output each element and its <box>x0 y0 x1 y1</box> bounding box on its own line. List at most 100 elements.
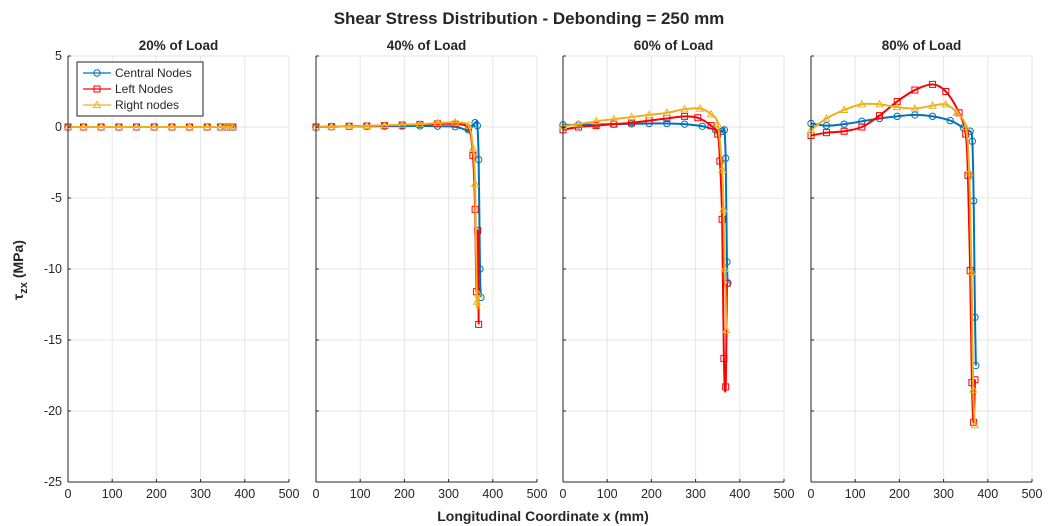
panels: 0 100 200 300 400 500 -25 -20 -15 -10 -5 0 5 20% of L… <box>44 38 1043 501</box>
data-point-right-nodes <box>591 116 601 125</box>
y-tick-label: 0 <box>55 120 62 134</box>
data-point-right-nodes <box>970 420 980 429</box>
x-axis-label: Longitudinal Coordinate x (mm) <box>437 508 649 524</box>
x-tick-label: 200 <box>641 487 662 501</box>
panel-3: 0 100 200 300 400 500 60% of Load <box>558 38 795 501</box>
data-point-right-nodes <box>644 110 654 119</box>
data-point-left-nodes <box>929 80 937 88</box>
x-tick-label: 0 <box>808 487 815 501</box>
data-point-right-nodes <box>695 103 705 112</box>
y-axis-label: τzx (MPa) <box>10 240 30 300</box>
data-point-right-nodes <box>928 101 937 109</box>
data-point-left-nodes <box>876 112 884 120</box>
data-point-right-nodes <box>397 120 407 128</box>
data-point-right-nodes <box>839 105 849 114</box>
figure-title: Shear Stress Distribution - Debonding = … <box>334 9 725 28</box>
data-point-left-nodes <box>718 215 726 223</box>
panel-title: 20% of Load <box>139 38 219 53</box>
y-axis-label-unit: (MPa) <box>10 240 26 282</box>
data-point-left-nodes <box>714 130 722 138</box>
data-point-right-nodes <box>910 103 920 112</box>
data-point-right-nodes <box>132 122 141 131</box>
data-point-right-nodes <box>450 117 460 126</box>
x-tick-label: 400 <box>482 487 503 501</box>
x-tick-label: 100 <box>350 487 371 501</box>
x-tick-label: 200 <box>889 487 910 501</box>
data-point-left-nodes <box>822 129 830 137</box>
data-point-right-nodes <box>822 113 831 122</box>
data-point-right-nodes <box>961 122 970 131</box>
y-axis-label-subscript: zx <box>18 281 30 294</box>
y-tick-label: -10 <box>44 262 62 276</box>
x-tick-label: 0 <box>65 487 72 501</box>
legend-marker <box>92 100 102 109</box>
data-point-left-nodes <box>592 122 600 130</box>
data-point-right-nodes <box>114 122 124 131</box>
x-tick-label: 500 <box>1022 487 1043 501</box>
data-point-right-nodes <box>720 264 730 273</box>
y-tick-label: -20 <box>44 404 62 418</box>
y-axis-label-symbol: τ <box>10 293 26 300</box>
data-point-right-nodes <box>892 102 902 111</box>
x-tick-label: 300 <box>438 487 459 501</box>
data-point-left-nodes <box>971 376 979 384</box>
data-point-left-nodes <box>722 383 730 391</box>
data-point-left-nodes <box>475 320 483 328</box>
data-point-central-nodes <box>893 112 901 121</box>
data-point-left-nodes <box>720 354 728 362</box>
legend-label: Left Nodes <box>115 82 173 96</box>
series-line-right-nodes <box>810 102 976 426</box>
y-tick-label: -5 <box>51 191 62 205</box>
data-point-right-nodes <box>717 164 727 173</box>
x-tick-label: 300 <box>190 487 211 501</box>
data-point-left-nodes <box>716 157 724 165</box>
panel-1: 0 100 200 300 400 500 -25 -20 -15 -10 -5 0 5 20% of L… <box>44 38 300 501</box>
series-line-left-nodes <box>810 83 976 424</box>
data-point-central-nodes <box>968 137 977 145</box>
data-point-central-nodes <box>474 155 483 164</box>
data-point-right-nodes <box>662 108 672 116</box>
x-tick-label: 400 <box>729 487 750 501</box>
x-tick-label: 500 <box>774 487 795 501</box>
data-point-right-nodes <box>327 122 336 130</box>
data-point-right-nodes <box>857 99 867 108</box>
data-point-left-nodes <box>942 88 950 95</box>
x-tick-label: 400 <box>977 487 998 501</box>
x-tick-label: 0 <box>313 487 320 501</box>
data-point-right-nodes <box>149 122 159 131</box>
data-point-right-nodes <box>609 114 619 123</box>
data-point-right-nodes <box>228 122 238 131</box>
data-point-right-nodes <box>713 119 722 128</box>
data-point-right-nodes <box>472 297 482 305</box>
legend-marker <box>93 69 101 77</box>
data-point-left-nodes <box>707 122 715 130</box>
x-tick-label: 400 <box>234 487 255 501</box>
data-point-central-nodes <box>698 122 706 130</box>
data-point-right-nodes <box>216 122 225 131</box>
data-point-central-nodes <box>840 120 848 128</box>
data-point-right-nodes <box>967 267 976 275</box>
series-line-left-nodes <box>562 115 728 393</box>
data-point-right-nodes <box>202 122 212 131</box>
data-point-right-nodes <box>380 120 389 129</box>
data-point-right-nodes <box>344 121 354 130</box>
y-tick-label: -15 <box>44 333 62 347</box>
data-point-left-nodes <box>911 86 919 94</box>
data-point-right-nodes <box>719 204 728 213</box>
data-point-central-nodes <box>680 120 689 128</box>
series-line-right-nodes <box>562 107 728 331</box>
panel-title: 80% of Load <box>882 38 962 53</box>
legend-label: Central Nodes <box>115 66 192 80</box>
y-tick-label: -25 <box>44 475 62 489</box>
data-point-right-nodes <box>964 167 974 176</box>
data-point-right-nodes <box>722 325 731 334</box>
data-point-right-nodes <box>968 385 978 393</box>
data-point-central-nodes <box>663 119 671 128</box>
data-point-right-nodes <box>952 108 962 116</box>
data-point-right-nodes <box>706 109 716 118</box>
data-point-right-nodes <box>875 99 884 108</box>
legend: Central Nodes Left Nodes Right nodes <box>76 61 204 117</box>
data-point-right-nodes <box>362 121 372 129</box>
data-point-central-nodes <box>858 117 866 126</box>
panel-title: 40% of Load <box>387 38 467 53</box>
